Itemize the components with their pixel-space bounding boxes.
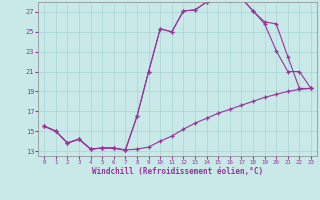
X-axis label: Windchill (Refroidissement éolien,°C): Windchill (Refroidissement éolien,°C)	[92, 167, 263, 176]
